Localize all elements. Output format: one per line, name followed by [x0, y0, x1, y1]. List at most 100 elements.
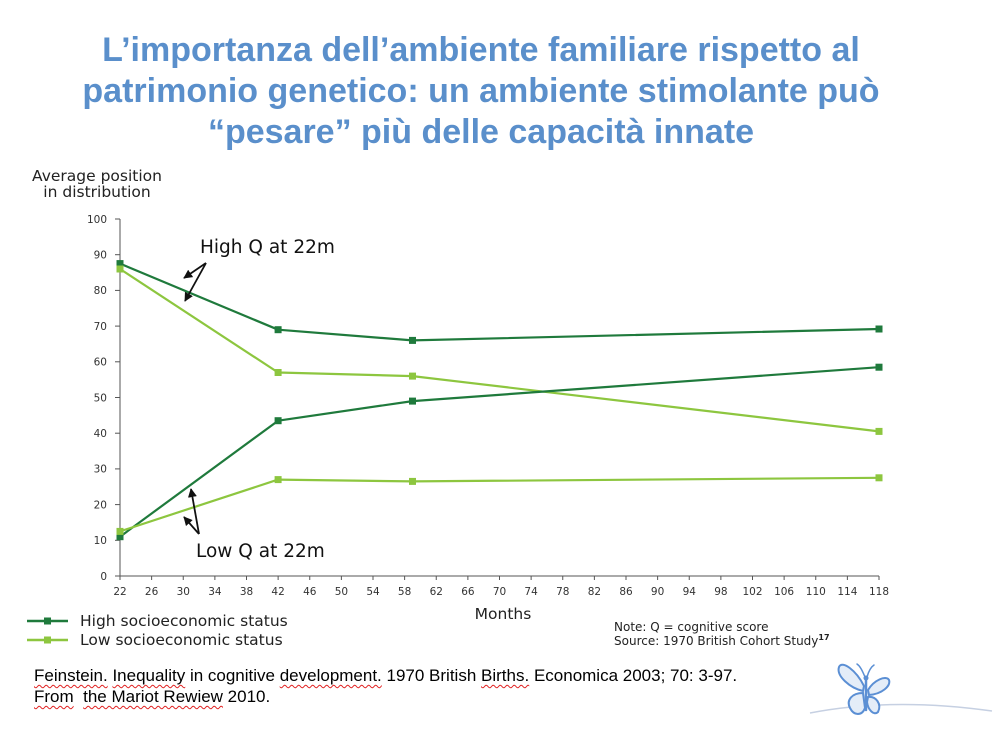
slide-title-line-3: “pesare” più delle capacità innate — [207, 113, 755, 151]
annotation-arrow — [184, 262, 207, 302]
y-tick-label: 10 — [94, 535, 107, 547]
y-tick-label: 40 — [94, 428, 107, 440]
x-tick-label: 42 — [271, 586, 284, 598]
annotation-low-q: Low Q at 22m — [183, 488, 325, 562]
x-tick-label: 34 — [208, 586, 222, 598]
x-tick-label: 118 — [869, 586, 889, 598]
series-1 — [116, 260, 883, 344]
legend-label: Low socioeconomic status — [80, 631, 283, 649]
slide-title-line-2: patrimonio genetico: un ambiente stimola… — [82, 72, 880, 110]
x-tick-label: 106 — [774, 586, 794, 598]
citation-line-1: Feinstein. Inequality in cognitive devel… — [34, 665, 737, 686]
citation: Feinstein. Inequality in cognitive devel… — [34, 665, 737, 707]
legend-item: Low socioeconomic status — [27, 631, 283, 649]
spellcheck-flagged-text: development. — [279, 666, 382, 685]
y-tick-label: 100 — [87, 214, 107, 226]
butterfly-wing-lower-right — [865, 695, 881, 715]
series-point — [875, 325, 883, 333]
butterfly-wing-lower-left — [847, 691, 867, 715]
spellcheck-flagged-text: Births. — [481, 666, 530, 685]
series-point — [409, 372, 416, 380]
series-point — [274, 326, 282, 334]
series-point — [116, 527, 124, 535]
series-3 — [116, 363, 883, 541]
slide-title: L’importanza dell’ambiente familiare ris… — [0, 30, 962, 153]
spellcheck-flagged-text: Feinstein. — [34, 666, 108, 685]
series-4 — [116, 474, 883, 535]
series-point — [875, 474, 883, 482]
annotation-label: High Q at 22m — [200, 237, 335, 258]
swoosh-decoration — [809, 703, 993, 714]
legend-item: High socioeconomic status — [27, 612, 288, 630]
x-axis-title: Months — [475, 605, 532, 623]
butterfly-logo-icon — [809, 663, 993, 715]
x-tick-label: 94 — [683, 586, 697, 598]
legend-swatch-marker — [44, 617, 51, 625]
series-point — [409, 336, 416, 344]
series-line — [119, 476, 880, 533]
butterfly-icon — [837, 663, 891, 715]
citation-text: 2010. — [222, 687, 271, 706]
series-2 — [116, 265, 883, 435]
annotation-arrow — [183, 516, 200, 535]
x-tick-label: 78 — [556, 586, 569, 598]
x-tick-label: 90 — [651, 586, 664, 598]
x-tick-label: 62 — [430, 586, 443, 598]
x-tick-label: 26 — [145, 586, 159, 598]
spellcheck-flagged-text: From — [34, 687, 74, 706]
y-axis-title-line-1: Average position — [32, 167, 162, 185]
chart-note: Note: Q = cognitive score — [614, 620, 768, 634]
annotation-arrow — [187, 488, 200, 535]
x-tick-label: 22 — [113, 586, 126, 598]
citation-text: Economica 2003; 70: 3-97. — [529, 666, 738, 685]
chart-source-text: Source: 1970 British Cohort Study — [614, 634, 818, 648]
x-tick-label: 86 — [619, 586, 633, 598]
x-tick-label: 66 — [461, 586, 475, 598]
y-axis-title: Average position in distribution — [32, 167, 162, 201]
x-tick-label: 110 — [806, 586, 826, 598]
legend-swatch-marker — [44, 636, 51, 644]
y-tick-label: 90 — [94, 250, 107, 262]
y-tick-label: 30 — [94, 464, 107, 476]
chart-source: Source: 1970 British Cohort Study17 — [614, 633, 830, 648]
y-axis-title-line-2: in distribution — [43, 183, 150, 201]
x-tick-label: 114 — [837, 586, 857, 598]
y-tick-label: 70 — [94, 321, 107, 333]
butterfly-antenna-left — [856, 663, 866, 678]
y-tick-label: 60 — [94, 357, 107, 369]
annotation-label: Low Q at 22m — [196, 541, 325, 562]
series-line — [119, 366, 880, 538]
citation-text: 1970 British — [381, 666, 482, 685]
spellcheck-flagged-text: Inequality — [112, 666, 186, 685]
annotation-arrow — [183, 262, 207, 279]
series-point — [409, 477, 416, 485]
citation-line-2: From the Mariot Rewiew 2010. — [34, 686, 737, 707]
x-tick-label: 74 — [524, 586, 538, 598]
y-tick-label: 50 — [94, 392, 107, 404]
series-point — [116, 265, 124, 273]
series-point — [274, 476, 282, 484]
x-tick-label: 102 — [742, 586, 762, 598]
y-tick-label: 0 — [100, 571, 107, 583]
y-axis-ticks: 0 10 20 30 40 50 60 70 80 90 100 — [87, 214, 120, 583]
x-tick-label: 70 — [493, 586, 506, 598]
slide-title-line-1: L’importanza dell’ambiente familiare ris… — [102, 31, 860, 69]
series-point — [116, 533, 124, 541]
spellcheck-flagged-text: the Mariot Rewiew — [83, 687, 223, 706]
series-point — [274, 369, 282, 376]
butterfly-antenna-right — [866, 664, 875, 678]
butterfly-wing-upper-left — [837, 663, 866, 693]
series-line — [119, 262, 880, 342]
series-point — [875, 363, 883, 371]
x-tick-label: 82 — [588, 586, 601, 598]
chart-source-reference: 17 — [818, 633, 829, 642]
x-tick-label: 98 — [714, 586, 727, 598]
series-line — [119, 268, 880, 433]
x-tick-label: 30 — [177, 586, 190, 598]
series-point — [116, 260, 124, 268]
x-tick-label: 50 — [335, 586, 348, 598]
legend-label: High socioeconomic status — [80, 612, 288, 630]
